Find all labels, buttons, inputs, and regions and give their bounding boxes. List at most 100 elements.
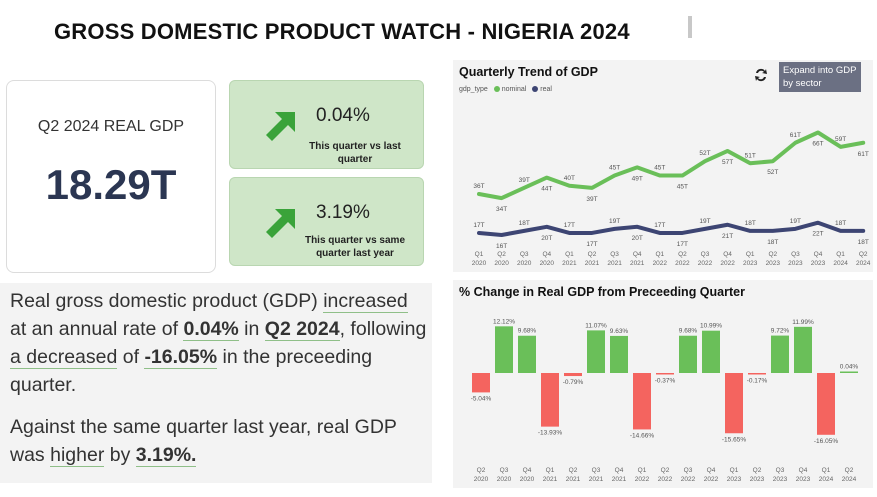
data-label-nominal: 49T [632,175,643,182]
x-tick-label: Q3 [610,251,619,258]
bar [702,330,720,373]
x-tick-label: 2024 [842,476,857,483]
x-tick-label: Q4 [615,467,624,474]
x-tick-label: 2023 [750,476,765,483]
x-tick-label: Q3 [520,251,529,258]
data-label-nominal: 61T [790,132,801,139]
change-chart-svg: -5.04% Q2 2020 12.12% Q3 2020 9.68% Q4 2020 -13.9… [471,318,859,483]
bar-value-label: 12.12% [493,318,515,325]
x-tick-label: 2022 [675,260,690,267]
x-tick-label: Q2 [753,467,762,474]
bar [817,373,835,435]
trend-chart-title: Quarterly Trend of GDP [459,65,598,79]
bar [495,326,513,373]
data-label-nominal: 52T [699,150,710,157]
bar-value-label: -16.05% [814,438,838,445]
scrollbar[interactable] [688,16,692,38]
yoy-change-caption: This quarter vs same quarter last year [304,235,406,259]
x-tick-label: Q1 [836,251,845,258]
x-tick-label: Q4 [814,251,823,258]
x-tick-label: 2023 [811,260,826,267]
bar-value-label: 11.07% [585,322,607,329]
legend-nominal-label[interactable]: nominal [501,86,527,93]
x-tick-label: Q1 [822,467,831,474]
data-label-real: 17T [586,241,597,248]
x-tick-label: Q1 [475,251,484,258]
bar [518,335,536,373]
bar-value-label: 10.99% [700,323,722,330]
up-right-arrow-icon [266,112,295,141]
x-tick-label: 2023 [788,260,803,267]
narrative-text: in the preceeding quarter. [10,346,373,396]
narrative-text: Real gross domestic product (GDP) [10,290,324,312]
x-tick-label: 2023 [773,476,788,483]
bar [725,373,743,434]
x-tick-label: 2024 [819,476,834,483]
legend-real-swatch [532,86,539,92]
x-tick-label: 2022 [698,260,713,267]
legend-nominal-swatch [493,86,500,92]
expand-by-sector-button[interactable]: Expand into GDP by sector [779,62,861,92]
x-tick-label: Q2 [497,251,506,258]
x-tick-label: 2020 [520,476,535,483]
narrative-text: of [117,346,145,368]
x-tick-label: Q1 [638,467,647,474]
x-tick-label: Q2 [768,251,777,258]
bar [794,326,812,373]
narrative-text: Against the same quarter last year, real… [10,416,397,466]
bar [472,373,490,393]
x-tick-label: Q4 [523,467,532,474]
x-tick-label: 2023 [727,476,742,483]
x-tick-label: Q3 [500,467,509,474]
x-tick-label: Q2 [661,467,670,474]
data-label-real: 18T [745,220,756,227]
data-label-real: 17T [473,222,484,229]
bar-value-label: 9.68% [518,328,537,335]
bar-value-label: 11.99% [792,319,814,326]
legend-real-label[interactable]: real [540,86,552,93]
x-tick-label: 2023 [766,260,781,267]
x-tick-label: Q3 [592,467,601,474]
narrative-highlight: increased [323,290,408,313]
change-chart-title: % Change in Real GDP from Preceeding Qua… [459,285,745,299]
bar-value-label: 9.68% [679,328,698,335]
x-tick-label: 2022 [635,476,650,483]
data-label-real: 17T [654,222,665,229]
x-tick-label: 2021 [566,476,581,483]
x-tick-label: 2020 [497,476,512,483]
x-tick-label: Q3 [791,251,800,258]
data-label-real: 18T [858,239,869,246]
real-gdp-kpi-card: Q2 2024 REAL GDP 18.29T [6,80,216,273]
up-right-arrow-icon [266,209,295,238]
data-label-nominal: 52T [767,169,778,176]
data-label-real: 17T [677,241,688,248]
bar [771,335,789,373]
narrative-panel: Real gross domestic product (GDP) increa… [0,283,432,483]
narrative-text: at an annual rate of [10,318,184,340]
trend-chart-panel: Quarterly Trend of GDP gdp_type nominal … [453,60,873,272]
narrative-value: 0.04% [183,318,239,341]
qoq-change-card: 0.04% This quarter vs last quarter [229,80,424,169]
data-label-nominal: 57T [722,159,733,166]
data-label-real: 19T [790,218,801,225]
x-tick-label: Q4 [707,467,716,474]
bar-value-label: -0.79% [563,379,584,386]
x-tick-label: 2021 [607,260,622,267]
x-tick-label: Q4 [723,251,732,258]
x-tick-label: Q4 [633,251,642,258]
data-label-real: 18T [767,239,778,246]
x-tick-label: Q1 [565,251,574,258]
x-tick-label: Q1 [546,467,555,474]
bar [656,373,674,375]
kpi-label: Q2 2024 REAL GDP [37,118,185,135]
narrative-highlight: higher [50,444,105,467]
narrative-paragraph-1: Real gross domestic product (GDP) increa… [10,287,428,399]
bar-value-label: 9.72% [771,328,790,335]
x-tick-label: 2021 [630,260,645,267]
narrative-value: Q2 2024 [264,318,340,341]
data-label-real: 19T [609,218,620,225]
drill-expand-icon[interactable] [753,67,769,83]
bar [610,335,628,373]
data-label-real: 16T [496,243,507,250]
series-line-real [477,220,866,237]
